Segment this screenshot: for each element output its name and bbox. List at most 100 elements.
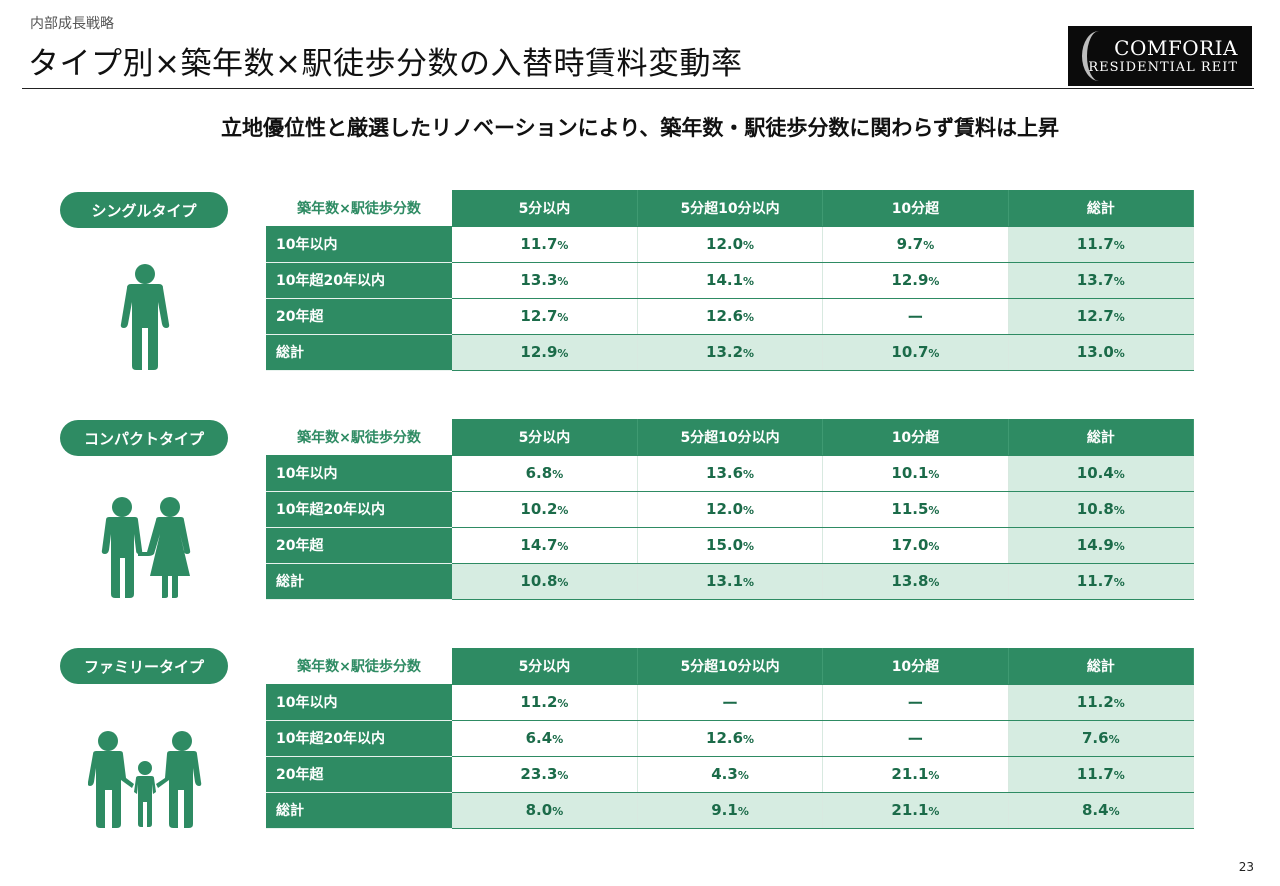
section-label: 内部成長戦略 — [30, 16, 114, 32]
rate-cell: 12.6% — [637, 720, 824, 757]
rate-cell: 6.4% — [452, 720, 638, 757]
rate-cell: 23.3% — [452, 756, 638, 793]
headline-message: 立地優位性と厳選したリノベーションにより、築年数・駅徒歩分数に関わらず賃料は上昇 — [221, 116, 1059, 140]
row-header: 10年超20年以内 — [266, 491, 452, 528]
row-header: 10年超20年以内 — [266, 720, 452, 757]
rate-cell: 15.0% — [637, 527, 824, 564]
rate-cell-total: 12.7% — [1008, 298, 1195, 335]
rate-cell: 21.1% — [822, 792, 1009, 829]
rate-cell: 4.3% — [637, 756, 824, 793]
rate-cell-total: 10.8% — [1008, 491, 1195, 528]
rate-cell: 9.1% — [637, 792, 824, 829]
rent-table-single: 築年数×駅徒歩分数 5分以内 5分超10分以内 10分超 総計 10年以内 11… — [266, 190, 1195, 371]
column-header: 10分超 — [822, 648, 1009, 685]
column-header: 10分超 — [822, 419, 1009, 456]
rate-cell: 10.7% — [822, 334, 1009, 371]
rate-cell: 10.8% — [452, 563, 638, 600]
table-row-total: 総計 8.0% 9.1% 21.1% 8.4% — [266, 792, 1195, 829]
title-divider — [22, 88, 1254, 89]
couple-icon — [101, 497, 191, 598]
rate-cell: 10.1% — [822, 455, 1009, 492]
rate-cell: 9.7% — [822, 226, 1009, 263]
table-row-total: 総計 10.8% 13.1% 13.8% 11.7% — [266, 563, 1195, 600]
rate-cell: 6.8% — [452, 455, 638, 492]
rate-cell: ー — [637, 684, 824, 721]
rate-cell: ー — [822, 298, 1009, 335]
type-label-compact: コンパクトタイプ — [60, 420, 228, 456]
table-row: 20年超 14.7% 15.0% 17.0% 14.9% — [266, 527, 1195, 564]
column-header: 5分以内 — [452, 190, 638, 227]
rate-cell-total: 7.6% — [1008, 720, 1195, 757]
rate-cell-total: 10.4% — [1008, 455, 1195, 492]
type-label-single: シングルタイプ — [60, 192, 228, 228]
corner-header: 築年数×駅徒歩分数 — [266, 419, 452, 456]
rate-cell: 13.6% — [637, 455, 824, 492]
table-row: 10年以内 11.7% 12.0% 9.7% 11.7% — [266, 226, 1195, 263]
logo-subtitle: RESIDENTIAL REIT — [1088, 60, 1238, 75]
column-header: 5分超10分以内 — [637, 419, 824, 456]
rate-cell: 11.2% — [452, 684, 638, 721]
rate-cell: 13.1% — [637, 563, 824, 600]
column-header: 総計 — [1008, 648, 1195, 685]
rent-table-compact: 築年数×駅徒歩分数 5分以内 5分超10分以内 10分超 総計 10年以内 6.… — [266, 419, 1195, 600]
table-row: 10年超20年以内 10.2% 12.0% 11.5% 10.8% — [266, 491, 1195, 528]
column-header: 5分以内 — [452, 648, 638, 685]
rate-cell: 14.1% — [637, 262, 824, 299]
rate-cell: 21.1% — [822, 756, 1009, 793]
comforia-logo: COMFORIA RESIDENTIAL REIT — [1068, 26, 1252, 86]
rate-cell-total: 11.2% — [1008, 684, 1195, 721]
column-header: 総計 — [1008, 190, 1195, 227]
table-row: 10年以内 6.8% 13.6% 10.1% 10.4% — [266, 455, 1195, 492]
rate-cell: 11.5% — [822, 491, 1009, 528]
rent-table-family: 築年数×駅徒歩分数 5分以内 5分超10分以内 10分超 総計 10年以内 11… — [266, 648, 1195, 829]
rate-cell: 12.0% — [637, 226, 824, 263]
rate-cell: 12.7% — [452, 298, 638, 335]
row-header: 10年以内 — [266, 226, 452, 263]
column-header: 10分超 — [822, 190, 1009, 227]
rate-cell: ー — [822, 720, 1009, 757]
table-row: 20年超 12.7% 12.6% ー 12.7% — [266, 298, 1195, 335]
logo-swoosh-icon — [1082, 31, 1116, 81]
table-row: 20年超 23.3% 4.3% 21.1% 11.7% — [266, 756, 1195, 793]
rate-cell: 13.3% — [452, 262, 638, 299]
rate-cell: 14.7% — [452, 527, 638, 564]
rate-cell-total: 8.4% — [1008, 792, 1195, 829]
rate-cell-total: 11.7% — [1008, 226, 1195, 263]
rate-cell: 12.9% — [452, 334, 638, 371]
rate-cell: 12.6% — [637, 298, 824, 335]
single-person-icon — [120, 264, 170, 370]
logo-name: COMFORIA — [1114, 36, 1238, 60]
rate-cell: 12.9% — [822, 262, 1009, 299]
page-title: タイプ別×築年数×駅徒歩分数の入替時賃料変動率 — [28, 46, 743, 82]
corner-header: 築年数×駅徒歩分数 — [266, 648, 452, 685]
row-header: 10年超20年以内 — [266, 262, 452, 299]
column-header: 総計 — [1008, 419, 1195, 456]
rate-cell: 17.0% — [822, 527, 1009, 564]
column-header: 5分以内 — [452, 419, 638, 456]
row-header: 10年以内 — [266, 455, 452, 492]
rate-cell-total: 13.0% — [1008, 334, 1195, 371]
rate-cell: 13.8% — [822, 563, 1009, 600]
row-header: 総計 — [266, 334, 452, 371]
rate-cell: 10.2% — [452, 491, 638, 528]
row-header: 20年超 — [266, 527, 452, 564]
rate-cell: 11.7% — [452, 226, 638, 263]
family-icon — [88, 731, 202, 828]
row-header: 20年超 — [266, 756, 452, 793]
row-header: 20年超 — [266, 298, 452, 335]
row-header: 10年以内 — [266, 684, 452, 721]
table-row: 10年以内 11.2% ー ー 11.2% — [266, 684, 1195, 721]
rate-cell-total: 11.7% — [1008, 756, 1195, 793]
column-header: 5分超10分以内 — [637, 190, 824, 227]
rate-cell: 13.2% — [637, 334, 824, 371]
rate-cell-total: 13.7% — [1008, 262, 1195, 299]
corner-header: 築年数×駅徒歩分数 — [266, 190, 452, 227]
type-label-family: ファミリータイプ — [60, 648, 228, 684]
column-header: 5分超10分以内 — [637, 648, 824, 685]
row-header: 総計 — [266, 563, 452, 600]
rate-cell-total: 14.9% — [1008, 527, 1195, 564]
row-header: 総計 — [266, 792, 452, 829]
rate-cell: 8.0% — [452, 792, 638, 829]
table-row-total: 総計 12.9% 13.2% 10.7% 13.0% — [266, 334, 1195, 371]
table-row: 10年超20年以内 6.4% 12.6% ー 7.6% — [266, 720, 1195, 757]
